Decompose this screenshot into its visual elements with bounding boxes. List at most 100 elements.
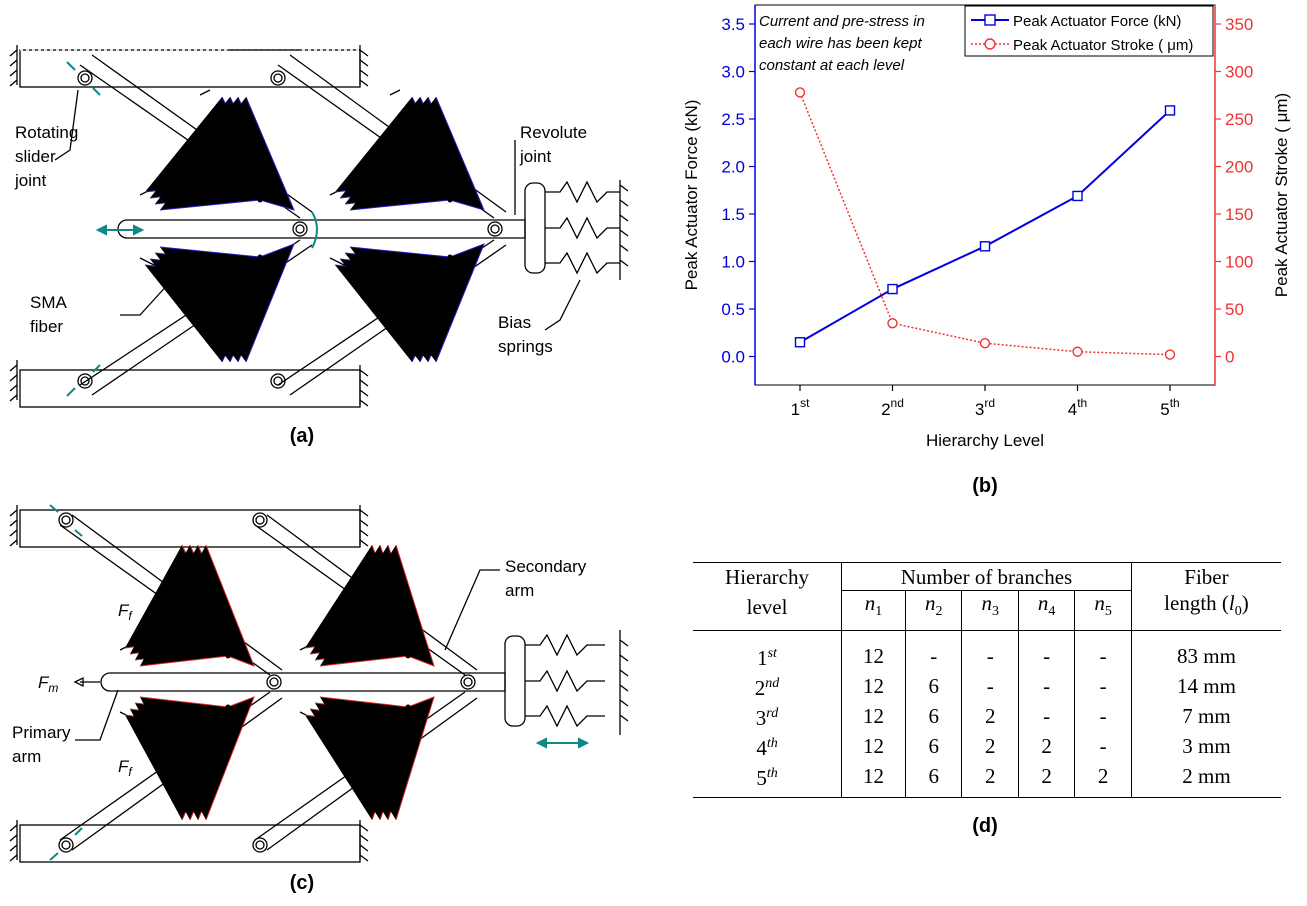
caption-d: (d): [972, 815, 998, 837]
y2-tick-label: 200: [1225, 158, 1253, 177]
n3-cell: -: [961, 671, 1019, 702]
header-fiber-length: length (l0): [1130, 590, 1281, 632]
n3-cell: -: [961, 630, 1019, 672]
n5-cell: -: [1074, 671, 1132, 702]
n1-cell: 12: [841, 731, 906, 762]
data-point-stroke: [1072, 346, 1083, 357]
level-cell: 3rd: [755, 706, 779, 731]
data-point-force: [1164, 105, 1176, 116]
header-n5: n5: [1074, 590, 1132, 632]
annotation-line-1: Current and pre-stress in: [759, 13, 925, 30]
y-tick-label: 0.5: [721, 300, 745, 319]
label-sma-1: SMA: [30, 293, 68, 312]
header-n1: n1: [841, 590, 906, 632]
data-point-stroke: [887, 318, 898, 329]
series-line-2: [799, 92, 1171, 356]
level-cell: 2nd: [754, 676, 780, 701]
y-tick-label: 2.0: [721, 158, 745, 177]
n3-cell: 2: [961, 731, 1019, 762]
fiber-cell: 2 mm: [1130, 761, 1281, 799]
label-revolute-2: joint: [519, 147, 551, 166]
header-n2: n2: [904, 590, 962, 632]
n5-cell: 2: [1074, 761, 1132, 799]
data-point-stroke: [1164, 349, 1176, 360]
annotation-line-3: constant at each level: [759, 57, 905, 74]
series-line-1: [799, 109, 1171, 344]
label-ff-bottom: Ff: [118, 757, 133, 779]
x-tick-label: 2nd: [881, 396, 904, 419]
label-sma-2: fiber: [30, 317, 63, 336]
table-row: 2nd 12 6- - -14 mm: [693, 671, 1281, 702]
label-secondary-1: Secondary: [505, 557, 587, 576]
n1-cell: 12: [841, 701, 906, 732]
x-tick-label: 5th: [1160, 396, 1179, 419]
y2-tick-label: 150: [1225, 205, 1253, 224]
y2-tick-label: 0: [1225, 348, 1234, 367]
fiber-cell: 7 mm: [1130, 701, 1281, 732]
y2-axis-title: Peak Actuator Stroke ( μm): [1272, 93, 1291, 297]
n3-cell: 2: [961, 701, 1019, 732]
label-rotating-2: slider: [15, 147, 56, 166]
x-tick-label: 3rd: [975, 396, 995, 419]
n2-cell: 6: [904, 701, 962, 732]
label-primary-1: Primary: [12, 723, 71, 742]
level-cell: 1st: [757, 646, 777, 671]
n5-cell: -: [1074, 701, 1132, 732]
n4-cell: -: [1017, 671, 1075, 702]
legend: Peak Actuator Force (kN) Peak Actuator S…: [964, 5, 1214, 57]
n2-cell: -: [904, 630, 962, 672]
header-n3: n3: [961, 590, 1019, 632]
label-fm: Fm: [38, 673, 58, 695]
n4-cell: -: [1017, 630, 1075, 672]
hierarchy-table: Hierarchy Number of branches Fiber level…: [693, 562, 1281, 799]
fiber-cell: 14 mm: [1130, 671, 1281, 702]
y2-tick-label: 250: [1225, 110, 1253, 129]
n1-cell: 12: [841, 671, 906, 702]
table-row: 5th 12 6 2 2 2 2 mm: [693, 761, 1281, 799]
x-tick-label: 4th: [1068, 396, 1087, 419]
header-level: level: [693, 590, 842, 632]
legend-stroke: Peak Actuator Stroke ( μm): [1013, 37, 1193, 54]
n4-cell: 2: [1017, 731, 1075, 762]
caption-c: (c): [289, 872, 315, 894]
header-branches: Number of branches: [841, 562, 1132, 591]
caption-a: (a): [289, 425, 315, 447]
caption-b: (b): [972, 475, 998, 497]
n2-cell: 6: [904, 671, 962, 702]
data-point-force: [1072, 190, 1083, 202]
y2-tick-label: 350: [1225, 15, 1253, 34]
label-ff-top: Ff: [118, 601, 133, 623]
legend-force: Peak Actuator Force (kN): [1013, 13, 1181, 30]
n2-cell: 6: [904, 761, 962, 799]
level-cell: 4th: [756, 736, 778, 761]
y-tick-label: 3.0: [721, 63, 745, 82]
fiber-cell: 3 mm: [1130, 731, 1281, 762]
panel-b-chart: 0.0 0.5 1.0 1.5 2.0 2.5 3.0 3.5 0 50 100 150 200 250 3…: [682, 4, 1291, 450]
table-row: 3rd 12 6 2- -7 mm: [693, 701, 1281, 732]
y-tick-label: 2.5: [721, 110, 745, 129]
header-n4: n4: [1017, 590, 1075, 632]
label-bias-2: springs: [498, 337, 553, 356]
label-bias-1: Bias: [498, 313, 531, 332]
header-hierarchy: Hierarchy: [693, 562, 842, 591]
table-row: 1st 12- - - -83 mm: [693, 630, 1281, 672]
fiber-cell: 83 mm: [1130, 630, 1281, 672]
y-tick-label: 1.0: [721, 253, 745, 272]
n4-cell: -: [1017, 701, 1075, 732]
n3-cell: 2: [961, 761, 1019, 799]
n4-cell: 2: [1017, 761, 1075, 799]
data-point-force: [887, 283, 898, 295]
n5-cell: -: [1074, 630, 1132, 672]
data-point-stroke: [794, 87, 806, 98]
data-point-force: [794, 337, 806, 348]
y2-tick-label: 50: [1225, 300, 1244, 319]
label-primary-2: arm: [12, 747, 41, 766]
y2-tick-label: 100: [1225, 253, 1253, 272]
header-fiber: Fiber: [1130, 562, 1281, 591]
n1-cell: 12: [841, 761, 906, 799]
n1-cell: 12: [841, 630, 906, 672]
data-point-force: [979, 241, 991, 252]
y-axis-title: Peak Actuator Force (kN): [682, 100, 701, 291]
x-tick-label: 1st: [791, 396, 810, 419]
x-axis-title: Hierarchy Level: [926, 431, 1044, 450]
